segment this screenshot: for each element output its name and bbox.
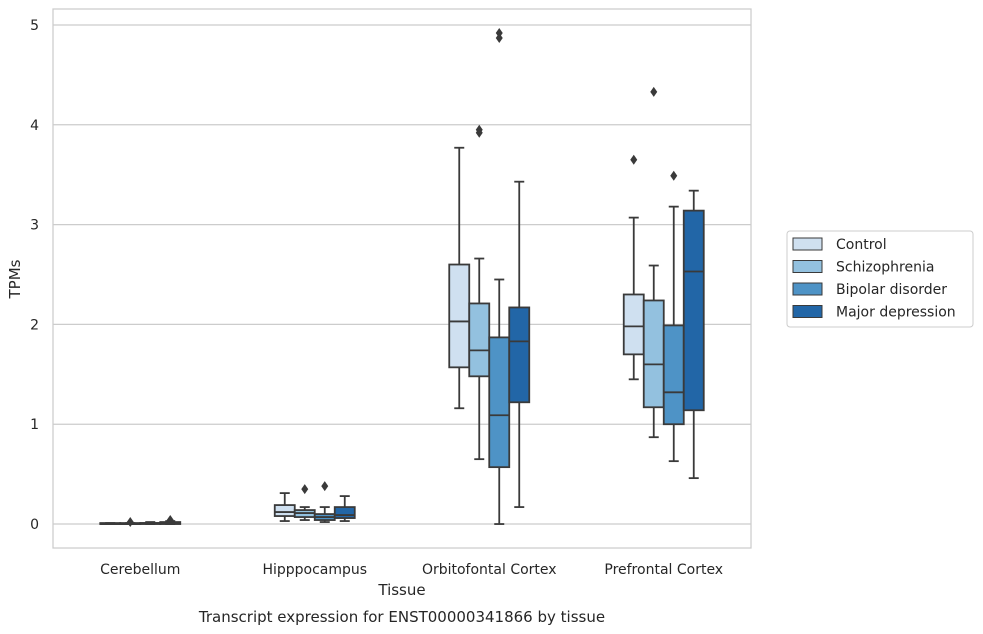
- legend: Control Schizophrenia Bipolar disorder Majo…: [786, 230, 974, 328]
- x-tick-label: Hipppocampus: [262, 562, 367, 578]
- box-cerebellum-major-depression: [159, 515, 182, 526]
- legend-swatch: [792, 282, 823, 296]
- legend-label: Control: [836, 237, 887, 253]
- outlier-point: [321, 481, 329, 492]
- box-prefrontal-cortex-bipolar-disorder: [662, 170, 685, 463]
- y-tick-label: 2: [30, 317, 39, 333]
- legend-swatch: [792, 237, 823, 251]
- box-cerebellum-control: [99, 522, 122, 525]
- legend-swatch: [792, 260, 823, 273]
- outlier-point: [495, 27, 503, 38]
- y-tick-label: 0: [30, 517, 39, 533]
- box-iqr: [273, 504, 296, 517]
- box-prefrontal-cortex-control: [622, 154, 645, 381]
- outlier-point: [301, 484, 309, 495]
- box-hipppocampus-bipolar-disorder: [313, 481, 336, 523]
- y-tick-label: 1: [30, 417, 39, 433]
- outlier-point: [475, 124, 483, 135]
- box-iqr: [448, 263, 471, 369]
- box-iqr: [488, 336, 511, 469]
- y-tick-labels: 0 1 2 3 4 5: [30, 18, 39, 533]
- box-hipppocampus-major-depression: [333, 495, 356, 522]
- x-tick-label: Orbitofontal Cortex: [422, 562, 557, 578]
- box-orbitofontal-cortex-major-depression: [508, 180, 531, 508]
- outlier-point: [670, 170, 678, 181]
- x-axis-label: Tissue: [377, 581, 425, 599]
- box-iqr: [622, 293, 645, 356]
- x-tick-labels: Cerebellum Hipppocampus Orbitofontal Corte…: [100, 562, 723, 578]
- y-axis-label: TPMs: [6, 259, 24, 299]
- legend-label: Schizophrenia: [836, 260, 934, 276]
- x-tick-label: Cerebellum: [100, 562, 180, 578]
- box-iqr: [468, 302, 491, 378]
- outlier-point: [126, 517, 134, 528]
- series-control: [99, 146, 645, 525]
- box-iqr: [642, 299, 665, 409]
- plot-area-frame: [52, 8, 752, 549]
- legend-item-control: Control: [792, 237, 887, 253]
- y-tick-label: 4: [30, 118, 39, 134]
- x-tick-label: Prefrontal Cortex: [604, 562, 723, 578]
- legend-swatch: [792, 305, 823, 318]
- chart-caption: Transcript expression for ENST0000034186…: [198, 608, 605, 626]
- box-hipppocampus-schizophrenia: [293, 484, 316, 521]
- box-iqr: [682, 209, 705, 412]
- series-schizophrenia: [119, 86, 665, 528]
- legend-label: Major depression: [836, 305, 956, 321]
- box-hipppocampus-control: [273, 492, 296, 522]
- series-major-depression: [159, 180, 705, 526]
- box-iqr: [333, 506, 356, 519]
- box-prefrontal-cortex-schizophrenia: [642, 86, 665, 439]
- box-cerebellum-bipolar-disorder: [139, 521, 162, 525]
- y-tick-label: 5: [30, 18, 39, 34]
- legend-item-schizophrenia: Schizophrenia: [792, 260, 934, 276]
- legend-item-bipolar-disorder: Bipolar disorder: [792, 282, 947, 298]
- box-cerebellum-schizophrenia: [119, 517, 142, 528]
- legend-item-major-depression: Major depression: [792, 305, 956, 321]
- y-tick-label: 3: [30, 218, 39, 234]
- legend-frame: [786, 230, 974, 328]
- legend-label: Bipolar disorder: [836, 282, 947, 298]
- box-series: [99, 27, 705, 528]
- box-orbitofontal-cortex-bipolar-disorder: [488, 27, 511, 525]
- outlier-point: [166, 515, 174, 526]
- series-bipolar-disorder: [139, 27, 685, 525]
- box-orbitofontal-cortex-schizophrenia: [468, 124, 491, 461]
- grid-lines: [53, 24, 751, 525]
- outlier-point: [650, 86, 658, 97]
- box-iqr: [662, 324, 685, 426]
- box-iqr: [508, 306, 531, 404]
- box-prefrontal-cortex-major-depression: [682, 189, 705, 480]
- outlier-point: [630, 154, 638, 165]
- box-orbitofontal-cortex-control: [448, 146, 471, 410]
